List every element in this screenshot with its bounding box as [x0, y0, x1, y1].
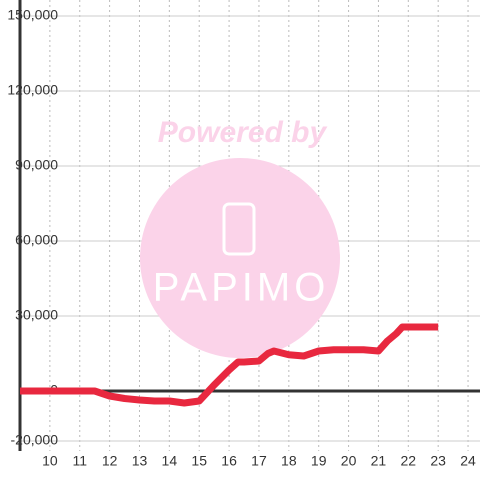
watermark-bottom: PAPIMO: [153, 266, 330, 310]
y-tick-label: 120,000: [7, 82, 58, 98]
x-tick-label: 15: [191, 453, 207, 469]
x-tick-label: 11: [72, 453, 87, 469]
phone-icon: [222, 202, 256, 256]
y-tick-label: 60,000: [15, 232, 58, 248]
x-tick-label: 23: [430, 453, 446, 469]
watermark: Powered by PAPIMO: [140, 116, 340, 358]
x-tick-label: 13: [132, 453, 148, 469]
y-tick-label: 30,000: [15, 307, 58, 323]
x-tick-label: 12: [102, 453, 118, 469]
x-tick-label: 16: [221, 453, 237, 469]
x-tick-label: 22: [401, 453, 417, 469]
y-tick-label: 90,000: [15, 157, 58, 173]
x-tick-label: 21: [371, 453, 387, 469]
x-tick-label: 17: [251, 453, 267, 469]
x-tick-label: 18: [281, 453, 297, 469]
watermark-circle: [140, 158, 340, 358]
line: [20, 323, 439, 407]
watermark-top: Powered by: [158, 116, 328, 149]
y-tick-label: -20,000: [11, 432, 59, 448]
x-tick-label: 10: [42, 453, 58, 469]
x-tick-label: 19: [311, 453, 327, 469]
x-tick-label: 14: [162, 453, 178, 469]
y-tick-label: 150,000: [7, 7, 58, 23]
x-tick-label: 24: [460, 453, 476, 469]
x-tick-label: 20: [341, 453, 357, 469]
